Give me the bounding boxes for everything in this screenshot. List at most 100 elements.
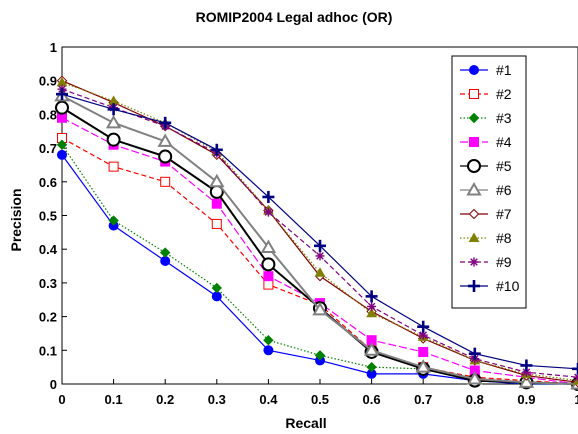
- series-4-point-4-shape: [263, 271, 274, 282]
- legend-item-3-marker: [468, 112, 480, 124]
- x-tick-label-4: 0.4: [259, 392, 278, 407]
- series-9-point-5-stroke-3: [316, 252, 324, 260]
- legend-item-9-marker: [469, 257, 479, 267]
- series-9-point-9-stroke-3: [522, 368, 531, 376]
- legend-item-6-marker: [466, 181, 482, 196]
- chart-title: ROMIP2004 Legal adhoc (OR): [196, 9, 393, 25]
- legend-item-6-label: #6: [496, 182, 512, 198]
- series-6-point-5-shape: [312, 301, 328, 316]
- series-10-point-7: [417, 320, 430, 333]
- legend-item-1-marker: [469, 65, 479, 75]
- series-3-point-1-shape: [108, 215, 119, 226]
- series-3-point-5-shape: [314, 350, 326, 361]
- legend-item-8-label: #8: [496, 230, 512, 246]
- series-6-point-8-shape: [467, 370, 483, 385]
- x-tick-label-2: 0.2: [156, 392, 174, 407]
- series-1-point-4: [263, 345, 274, 356]
- series-6-point-8: [467, 370, 483, 385]
- series-1-point-0-shape: [57, 149, 67, 160]
- series-9-point-10-stroke-2: [574, 373, 578, 379]
- x-tick-label-0: 0: [58, 392, 65, 407]
- legend-item-2-marker: [469, 89, 479, 99]
- series-1-point-0: [57, 149, 67, 160]
- series-6-point-9: [518, 374, 535, 388]
- series-9-point-7: [418, 330, 428, 340]
- series-2-point-3: [211, 218, 222, 229]
- series-5-point-2: [158, 149, 173, 164]
- series-9-point-5: [315, 251, 325, 261]
- legend-item-10-label: #10: [496, 278, 520, 294]
- legend-item-3-marker-shape: [468, 112, 480, 124]
- series-6-point-1-shape: [105, 114, 122, 129]
- legend-item-5-marker-shape: [467, 159, 481, 173]
- y-axis-label: Precision: [8, 188, 24, 251]
- series-2-point-4-shape: [263, 279, 274, 290]
- series-3-point-5: [314, 350, 326, 361]
- series-3-point-2-shape: [159, 247, 171, 258]
- x-axis-label: Recall: [285, 415, 326, 431]
- series-10-point-9: [520, 359, 533, 372]
- series-5-point-2-shape: [158, 149, 173, 164]
- series-6-point-2: [157, 133, 173, 147]
- series-6-point-4: [260, 239, 277, 254]
- series-10-point-1: [107, 103, 120, 116]
- series-3-point-0: [56, 139, 68, 150]
- legend-item-5-marker: [467, 159, 481, 173]
- series-9-point-10-stroke-3: [574, 376, 578, 382]
- y-tick-label-4: 0.4: [39, 242, 58, 257]
- legend-item-7-marker-shape: [468, 208, 480, 220]
- legend-item-9-label: #9: [496, 254, 512, 270]
- series-2-point-2-shape: [160, 176, 171, 187]
- series-6-point-3-shape: [209, 173, 225, 188]
- legend-item-1-label: #1: [496, 62, 512, 78]
- legend-item-9-marker-stroke-3: [470, 258, 478, 266]
- series-3-point-4-shape: [263, 334, 274, 346]
- x-tick-label-7: 0.7: [414, 392, 432, 407]
- series-10-point-8: [468, 347, 481, 360]
- series-9-point-4-stroke-3: [264, 208, 273, 216]
- series-5-point-4-shape: [261, 257, 276, 272]
- series-10-point-3: [210, 143, 223, 156]
- legend-item-10-marker: [468, 280, 480, 292]
- legend-item-4-marker: [469, 137, 479, 147]
- series-4-point-3: [211, 198, 222, 209]
- series-5-point-0: [55, 100, 69, 115]
- series-10-point-5: [314, 239, 326, 252]
- series-2-point-1: [108, 161, 119, 172]
- x-tick-label-9: 0.9: [517, 392, 535, 407]
- y-tick-label-3: 0.3: [39, 276, 57, 291]
- series-1-point-4-shape: [263, 345, 274, 356]
- y-tick-label-6: 0.6: [39, 175, 57, 190]
- series-8-point-6: [366, 307, 377, 318]
- series-5-point-1: [106, 132, 121, 147]
- y-tick-label-0: 0: [50, 377, 57, 392]
- series-5-point-1-shape: [106, 132, 121, 147]
- y-tick-label-1: 0.1: [39, 343, 57, 358]
- series-3-point-3-shape: [211, 282, 223, 294]
- series-9-point-4: [263, 207, 273, 217]
- x-tick-label-6: 0.6: [363, 392, 381, 407]
- legend-item-2-marker-shape: [469, 89, 479, 99]
- legend-item-4-label: #4: [496, 134, 512, 150]
- legend-item-4-marker-shape: [469, 137, 479, 147]
- legend-item-3-label: #3: [496, 110, 512, 126]
- series-10-point-0: [56, 88, 68, 101]
- series-10-point-6: [365, 290, 378, 303]
- series-2-point-3-shape: [211, 218, 222, 229]
- series-9-point-7-stroke-3: [419, 331, 427, 339]
- legend-item-7-marker: [468, 208, 480, 220]
- series-4-point-7-shape: [418, 346, 429, 357]
- series-8-point-5-shape: [314, 267, 326, 277]
- series-6-point-7: [415, 359, 431, 373]
- series-1-point-3-shape: [211, 291, 222, 302]
- x-tick-label-8: 0.8: [466, 392, 484, 407]
- series-4-point-4: [263, 271, 274, 282]
- series-6-point-1: [105, 114, 122, 129]
- series-3-point-1: [108, 215, 119, 226]
- series-6-point-9-shape: [518, 374, 535, 388]
- legend-item-6-marker-shape: [466, 181, 482, 196]
- series-6-point-6: [363, 342, 380, 356]
- y-tick-label-7: 0.7: [39, 141, 57, 156]
- legend-item-1-marker-shape: [469, 65, 479, 75]
